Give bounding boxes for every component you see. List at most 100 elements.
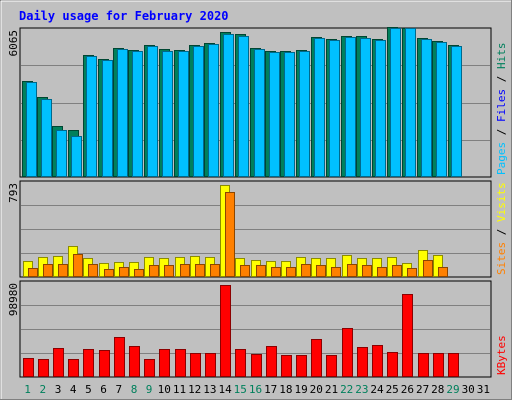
bar-pages-day-8 <box>132 51 143 177</box>
bar-pages-day-9 <box>147 46 158 177</box>
legend-item: Visits <box>495 182 508 222</box>
panel-hits-files-pages: 6065 Pages / Files / Hits <box>7 27 508 178</box>
legend-separator: / <box>495 69 508 89</box>
x-label-day-17: 17 <box>264 383 277 396</box>
bar-pages-day-23 <box>360 38 371 177</box>
x-label-day-2: 2 <box>39 383 46 396</box>
bar-kbytes-day-10 <box>159 349 170 377</box>
legend-item: Sites <box>495 242 508 275</box>
x-label-day-29: 29 <box>446 383 459 396</box>
x-label-day-27: 27 <box>416 383 429 396</box>
bar-kbytes-day-19 <box>296 355 307 377</box>
bar-sites-day-3 <box>58 264 68 277</box>
bar-kbytes-day-23 <box>357 347 368 377</box>
bar-sites-day-5 <box>88 264 98 277</box>
panel-legend: KBytes <box>495 335 508 375</box>
bar-kbytes-day-24 <box>372 345 383 377</box>
bar-kbytes-day-13 <box>205 353 216 377</box>
bar-pages-day-10 <box>162 51 173 177</box>
bar-sites-day-4 <box>73 254 83 277</box>
bar-sites-day-18 <box>286 267 296 277</box>
x-label-day-15: 15 <box>234 383 247 396</box>
bar-pages-day-2 <box>41 99 52 177</box>
x-label-day-13: 13 <box>203 383 216 396</box>
x-label-day-26: 26 <box>401 383 414 396</box>
bar-kbytes-day-18 <box>281 355 292 377</box>
bar-sites-day-19 <box>301 264 311 277</box>
bar-pages-day-15 <box>238 36 249 177</box>
bar-pages-day-3 <box>56 130 67 177</box>
x-label-day-12: 12 <box>188 383 201 396</box>
panel-max-label: 98980 <box>7 283 20 316</box>
x-label-day-21: 21 <box>325 383 338 396</box>
bar-pages-day-29 <box>451 46 462 177</box>
bar-sites-day-8 <box>134 269 144 277</box>
bar-pages-day-16 <box>254 49 265 177</box>
bar-kbytes-day-12 <box>190 353 201 377</box>
panel-legend: Sites / Visits <box>495 182 508 275</box>
legend-item: Pages <box>495 142 508 175</box>
x-label-day-7: 7 <box>115 383 122 396</box>
bar-kbytes-day-11 <box>175 349 186 377</box>
bar-pages-day-22 <box>345 37 356 177</box>
panel-max-label: 793 <box>7 183 20 203</box>
panel-visits-sites: 793 Sites / Visits <box>7 180 508 278</box>
bar-sites-day-10 <box>164 265 174 277</box>
bar-sites-day-9 <box>149 265 159 277</box>
panel-legend: Pages / Files / Hits <box>495 43 508 176</box>
bar-sites-day-12 <box>195 264 205 277</box>
bar-pages-day-12 <box>193 46 204 177</box>
x-label-day-23: 23 <box>355 383 368 396</box>
bar-kbytes-day-4 <box>68 359 79 377</box>
bar-pages-day-20 <box>314 38 325 177</box>
x-label-day-10: 10 <box>158 383 171 396</box>
bar-kbytes-day-22 <box>342 328 353 377</box>
bar-kbytes-day-7 <box>114 337 125 377</box>
x-axis-labels: 1 2 3 4 5 6 7 8 9 10 11 12 13 14 15 16 17 18 19 20 21 22 23 24 2… <box>24 383 490 396</box>
bar-sites-day-23 <box>362 265 372 277</box>
bar-kbytes-day-5 <box>83 349 94 377</box>
x-label-day-22: 22 <box>340 383 353 396</box>
panel-max-label: 6065 <box>7 30 20 57</box>
bar-kbytes-day-17 <box>266 346 277 377</box>
bar-kbytes-day-15 <box>235 349 246 377</box>
bar-kbytes-day-1 <box>23 358 34 377</box>
x-label-day-30: 30 <box>462 383 475 396</box>
chart-panels: 6065 Pages / Files / Hits 793 Sites / Visit… <box>7 27 508 378</box>
x-label-day-18: 18 <box>279 383 292 396</box>
x-label-day-6: 6 <box>100 383 107 396</box>
bar-kbytes-day-8 <box>129 346 140 377</box>
bar-pages-day-25 <box>390 28 401 177</box>
legend-item: Files <box>495 89 508 122</box>
bar-kbytes-day-26 <box>402 294 413 377</box>
x-label-day-31: 31 <box>477 383 490 396</box>
legend-separator: / <box>495 222 508 242</box>
bar-sites-day-24 <box>377 267 387 277</box>
bar-kbytes-day-21 <box>326 355 337 377</box>
bar-sites-day-16 <box>256 265 266 277</box>
bar-kbytes-day-2 <box>38 359 49 377</box>
bar-sites-day-7 <box>119 267 129 277</box>
bar-pages-day-1 <box>26 82 37 177</box>
bar-pages-day-7 <box>117 49 128 177</box>
x-label-day-5: 5 <box>85 383 92 396</box>
legend-item: Hits <box>495 43 508 70</box>
legend-separator: / <box>495 122 508 142</box>
x-label-day-11: 11 <box>173 383 186 396</box>
bar-kbytes-day-9 <box>144 359 155 377</box>
bar-sites-day-26 <box>407 268 417 277</box>
bar-pages-day-24 <box>375 40 386 177</box>
bar-pages-day-28 <box>436 42 447 177</box>
bar-pages-day-4 <box>71 136 82 177</box>
bar-kbytes-day-6 <box>99 350 110 377</box>
bars <box>22 27 462 177</box>
bars <box>23 285 459 377</box>
bar-sites-day-13 <box>210 264 220 277</box>
bar-pages-day-18 <box>284 52 295 177</box>
bar-kbytes-day-25 <box>387 352 398 377</box>
bar-sites-day-14 <box>225 192 235 277</box>
bar-sites-day-20 <box>316 265 326 277</box>
bar-kbytes-day-27 <box>418 353 429 377</box>
